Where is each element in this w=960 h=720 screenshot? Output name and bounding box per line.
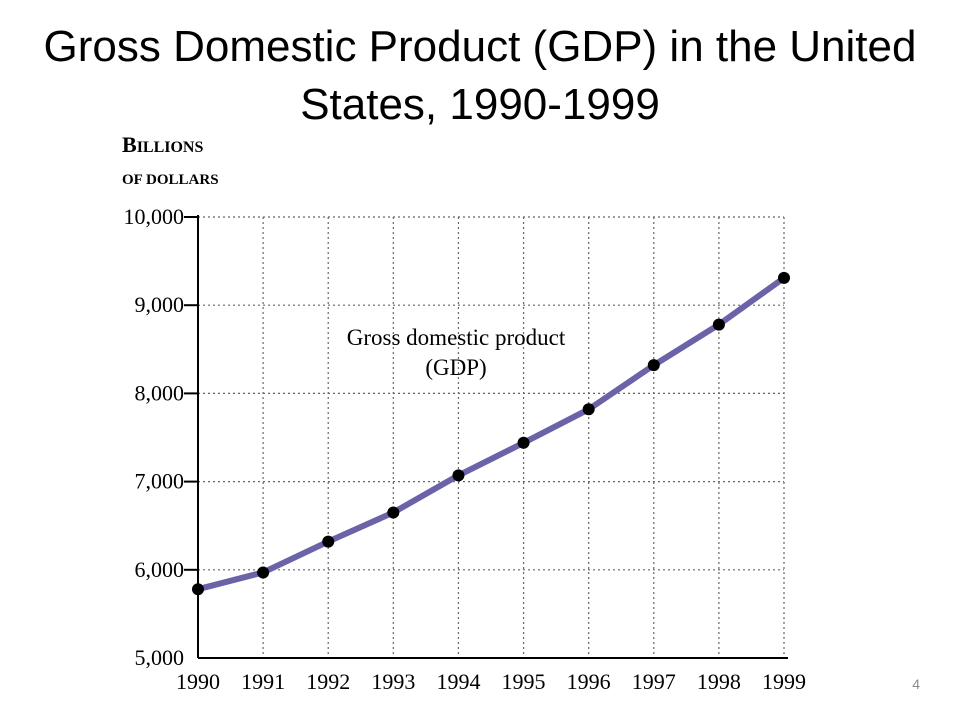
chart-annotation: Gross domestic product (GDP) — [347, 325, 566, 380]
data-point-1992 — [322, 535, 335, 548]
gdp-series-line — [195, 274, 787, 593]
slide-title: Gross Domestic Product (GDP) in the Unit… — [43, 22, 917, 129]
y-axis-title-line1: BILLIONS — [122, 132, 203, 157]
x-tick-label: 1998 — [697, 669, 741, 694]
data-point-1990 — [192, 583, 204, 596]
data-point-1994 — [452, 469, 465, 482]
x-tick-label: 1990 — [176, 669, 220, 694]
data-point-1998 — [712, 318, 725, 331]
data-point-1993 — [387, 506, 400, 519]
chart-grid — [198, 216, 785, 658]
data-point-1999 — [778, 271, 790, 284]
data-point-1997 — [647, 359, 660, 372]
x-tick-label: 1999 — [762, 669, 806, 694]
y-tick-label: 5,000 — [135, 645, 185, 670]
y-tick-label: 8,000 — [135, 380, 185, 405]
x-tick-label: 1996 — [567, 669, 611, 694]
y-axis-title-line1-initial: B — [122, 132, 137, 157]
data-point-1991 — [257, 566, 270, 579]
data-point-1995 — [517, 436, 530, 449]
chart-axes: 5,000 6,000 7,000 8,000 9,000 10,000 1990 1991 1… — [124, 204, 807, 694]
chart-series — [192, 271, 790, 596]
y-tick-label: 6,000 — [135, 557, 185, 582]
y-axis-title: BILLIONS OF DOLLARS — [122, 132, 219, 188]
data-point-1996 — [582, 403, 595, 416]
y-axis-title-line2: OF DOLLARS — [122, 172, 219, 188]
x-tick-label: 1993 — [371, 669, 415, 694]
x-tick-label: 1994 — [436, 669, 480, 694]
y-tick-label: 7,000 — [135, 469, 185, 494]
page-number: 4 — [912, 676, 920, 692]
x-tick-label: 1992 — [306, 669, 350, 694]
y-axis-title-line1-rest: ILLIONS — [137, 139, 204, 156]
x-tick-label: 1991 — [241, 669, 285, 694]
series-annotation-line2: (GDP) — [425, 355, 486, 380]
x-tick-label: 1995 — [502, 669, 546, 694]
y-tick-label: 9,000 — [135, 292, 185, 317]
x-tick-label: 1997 — [632, 669, 676, 694]
y-tick-label: 10,000 — [124, 204, 185, 229]
series-annotation-line1: Gross domestic product — [347, 325, 566, 350]
